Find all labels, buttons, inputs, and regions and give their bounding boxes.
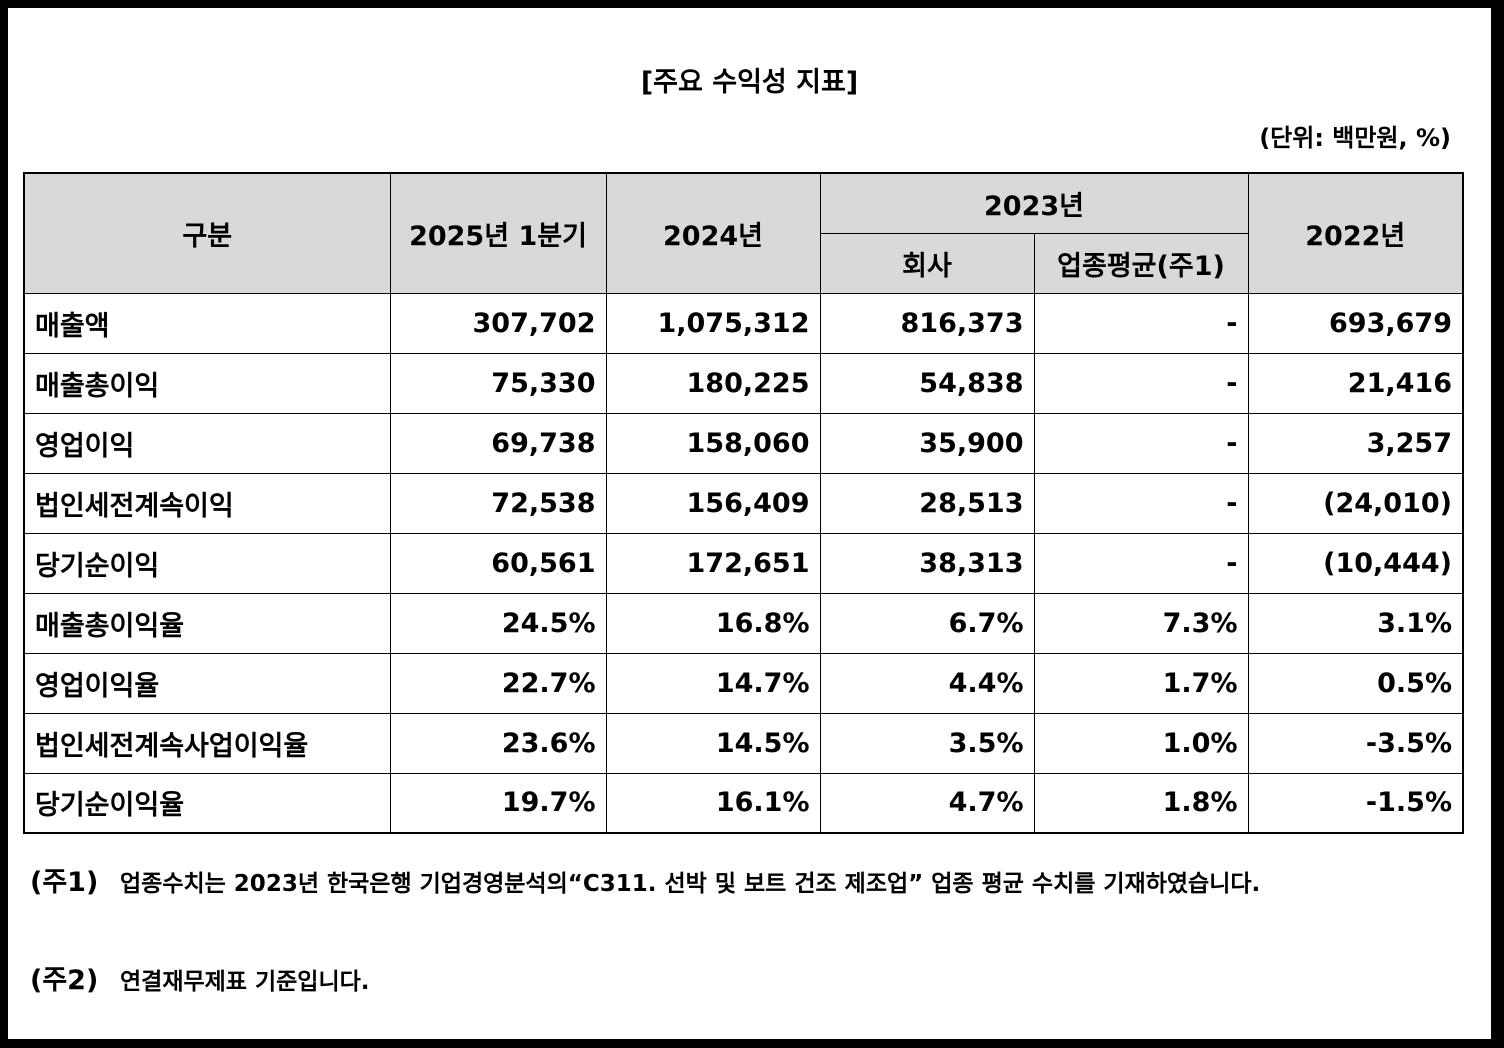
cell-q1-2025: 75,330 — [389, 352, 607, 414]
cell-2023-industry: - — [1033, 472, 1249, 534]
table-row: 당기순이익 60,561 172,651 38,313 - (10,444) — [23, 532, 1464, 594]
cell-2022: (24,010) — [1247, 472, 1464, 534]
footnote-1-tag: (주1) — [30, 867, 99, 898]
cell-2023-industry: 1.7% — [1033, 652, 1249, 714]
row-label: 법인세전계속사업이익율 — [23, 712, 391, 774]
cell-2022: 3,257 — [1247, 412, 1464, 474]
cell-2024: 16.8% — [605, 592, 821, 654]
cell-2023-company: 4.7% — [819, 772, 1035, 834]
cell-q1-2025: 69,738 — [389, 412, 607, 474]
cell-2022: -1.5% — [1247, 772, 1464, 834]
cell-2023-company: 28,513 — [819, 472, 1035, 534]
footnote-1: (주1) 업종수치는 2023년 한국은행 기업경영분석의“C311. 선박 및 … — [30, 860, 1260, 899]
table-row: 법인세전계속사업이익율 23.6% 14.5% 3.5% 1.0% -3.5% — [23, 712, 1464, 774]
cell-2022: -3.5% — [1247, 712, 1464, 774]
table-row: 영업이익 69,738 158,060 35,900 - 3,257 — [23, 412, 1464, 474]
cell-q1-2025: 24.5% — [389, 592, 607, 654]
header-2024: 2024년 — [605, 172, 821, 294]
cell-q1-2025: 22.7% — [389, 652, 607, 714]
cell-q1-2025: 60,561 — [389, 532, 607, 594]
cell-2023-industry: - — [1033, 352, 1249, 414]
cell-2024: 158,060 — [605, 412, 821, 474]
cell-2022: 3.1% — [1247, 592, 1464, 654]
footnote-1-text: 업종수치는 2023년 한국은행 기업경영분석의“C311. 선박 및 보트 건… — [120, 871, 1261, 897]
footnote-2-tag: (주2) — [30, 965, 99, 996]
table-row: 매출액 307,702 1,075,312 816,373 - 693,679 — [23, 292, 1464, 354]
footnote-2: (주2) 연결재무제표 기준입니다. — [30, 958, 370, 997]
cell-2022: (10,444) — [1247, 532, 1464, 594]
row-label: 영업이익율 — [23, 652, 391, 714]
row-label: 매출총이익율 — [23, 592, 391, 654]
cell-q1-2025: 307,702 — [389, 292, 607, 354]
cell-2023-company: 54,838 — [819, 352, 1035, 414]
cell-2023-company: 38,313 — [819, 532, 1035, 594]
cell-2022: 0.5% — [1247, 652, 1464, 714]
cell-2024: 1,075,312 — [605, 292, 821, 354]
header-q1-2025: 2025년 1분기 — [389, 172, 607, 294]
table-body: 매출액 307,702 1,075,312 816,373 - 693,679 … — [23, 292, 1464, 834]
profitability-table: 구분 2025년 1분기 2024년 2023년 2022년 회사 업종평균(주… — [23, 172, 1464, 834]
cell-2022: 693,679 — [1247, 292, 1464, 354]
header-category: 구분 — [23, 172, 391, 294]
cell-2023-company: 35,900 — [819, 412, 1035, 474]
cell-2023-company: 3.5% — [819, 712, 1035, 774]
cell-q1-2025: 23.6% — [389, 712, 607, 774]
cell-2023-industry: - — [1033, 292, 1249, 354]
row-label: 당기순이익율 — [23, 772, 391, 834]
table-title: [주요 수익성 지표] — [640, 67, 859, 98]
cell-2024: 16.1% — [605, 772, 821, 834]
cell-2023-industry: 1.0% — [1033, 712, 1249, 774]
header-industry-average: 업종평균(주1) — [1033, 232, 1249, 294]
table-row: 법인세전계속이익 72,538 156,409 28,513 - (24,010… — [23, 472, 1464, 534]
table-row: 매출총이익 75,330 180,225 54,838 - 21,416 — [23, 352, 1464, 414]
header-2022: 2022년 — [1247, 172, 1464, 294]
cell-2023-industry: - — [1033, 532, 1249, 594]
cell-2024: 180,225 — [605, 352, 821, 414]
header-company: 회사 — [819, 232, 1035, 294]
table-row: 매출총이익율 24.5% 16.8% 6.7% 7.3% 3.1% — [23, 592, 1464, 654]
row-label: 매출액 — [23, 292, 391, 354]
cell-q1-2025: 72,538 — [389, 472, 607, 534]
cell-q1-2025: 19.7% — [389, 772, 607, 834]
cell-2023-industry: - — [1033, 412, 1249, 474]
cell-2024: 14.5% — [605, 712, 821, 774]
table-row: 당기순이익율 19.7% 16.1% 4.7% 1.8% -1.5% — [23, 772, 1464, 834]
row-label: 당기순이익 — [23, 532, 391, 594]
table-row: 영업이익율 22.7% 14.7% 4.4% 1.7% 0.5% — [23, 652, 1464, 714]
header-2023: 2023년 — [819, 172, 1249, 234]
row-label: 법인세전계속이익 — [23, 472, 391, 534]
footnote-2-text: 연결재무제표 기준입니다. — [120, 969, 370, 995]
cell-2024: 14.7% — [605, 652, 821, 714]
row-label: 매출총이익 — [23, 352, 391, 414]
cell-2023-industry: 7.3% — [1033, 592, 1249, 654]
unit-label: (단위: 백만원, %) — [1259, 124, 1451, 152]
cell-2024: 156,409 — [605, 472, 821, 534]
document-page: [주요 수익성 지표] (단위: 백만원, %) 구분 2025년 1분기 20… — [8, 8, 1491, 1039]
cell-2024: 172,651 — [605, 532, 821, 594]
row-label: 영업이익 — [23, 412, 391, 474]
cell-2023-company: 816,373 — [819, 292, 1035, 354]
cell-2023-company: 6.7% — [819, 592, 1035, 654]
cell-2022: 21,416 — [1247, 352, 1464, 414]
cell-2023-company: 4.4% — [819, 652, 1035, 714]
cell-2023-industry: 1.8% — [1033, 772, 1249, 834]
